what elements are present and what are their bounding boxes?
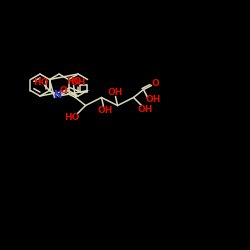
Text: HO: HO [64, 113, 79, 122]
Text: OH: OH [138, 105, 153, 114]
Text: HO: HO [33, 78, 48, 87]
Text: OH: OH [146, 95, 161, 104]
Text: OH: OH [108, 88, 123, 97]
Text: N: N [54, 90, 62, 101]
Text: HO: HO [66, 77, 81, 86]
Text: O: O [152, 79, 160, 88]
Text: OH: OH [98, 106, 113, 115]
Text: O: O [60, 86, 68, 95]
Text: OH: OH [70, 78, 86, 87]
